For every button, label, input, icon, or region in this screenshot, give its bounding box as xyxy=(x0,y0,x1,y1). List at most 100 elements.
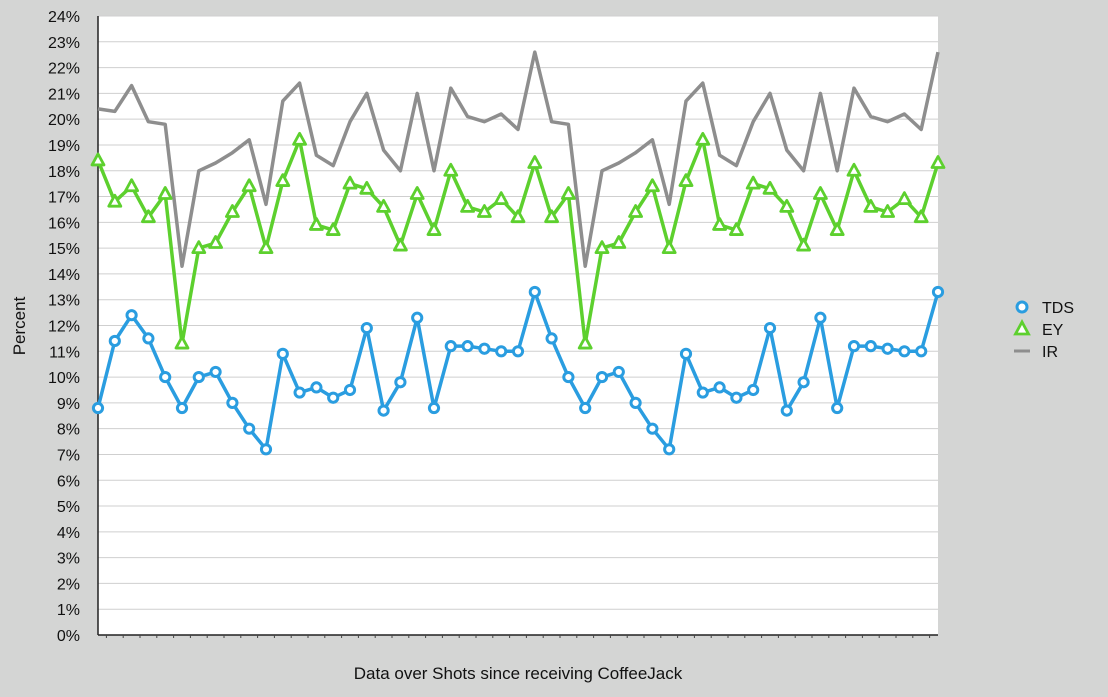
data-point-ey xyxy=(224,204,240,218)
y-tick-labels: 0% 1% 2% 3% 4% 5% 6% 7% 8% 9% 10% 11% 12% 13% 14% 15% 16… xyxy=(48,9,80,645)
data-point-ey xyxy=(880,204,895,218)
data-point-tds xyxy=(562,370,575,384)
data-point-tds xyxy=(310,381,323,394)
data-point-tds xyxy=(780,404,793,417)
data-point-ey xyxy=(191,240,207,255)
data-point-tds xyxy=(192,370,205,384)
legend-icon-tds xyxy=(1015,300,1029,314)
data-point-ey xyxy=(409,186,425,200)
data-point-ey xyxy=(325,222,341,236)
data-point-ey xyxy=(645,178,660,193)
data-point-tds xyxy=(343,383,357,397)
data-point-tds xyxy=(461,340,474,353)
data-point-ey xyxy=(829,222,845,236)
data-point-ey xyxy=(426,222,442,236)
data-point-ey xyxy=(241,178,257,193)
y-tick-label: 2% xyxy=(57,576,80,593)
data-point-ey xyxy=(779,198,795,213)
data-point-tds xyxy=(226,396,239,409)
y-tick-label: 6% xyxy=(57,473,80,490)
data-point-ey xyxy=(628,204,643,218)
data-point-ey xyxy=(90,152,106,167)
data-point-ey xyxy=(846,162,862,177)
y-tick-label: 0% xyxy=(57,628,80,645)
data-point-ey xyxy=(527,155,543,169)
data-point-tds xyxy=(411,311,424,324)
x-axis-title: Data over Shots since receiving CoffeeJa… xyxy=(354,664,683,683)
legend-icon-ey xyxy=(1013,319,1031,336)
y-tick-label: 14% xyxy=(48,267,80,284)
data-point-tds xyxy=(243,422,256,435)
data-point-ey xyxy=(157,186,173,200)
data-point-ey xyxy=(594,240,610,255)
data-point-ey xyxy=(729,222,744,236)
y-tick-label: 4% xyxy=(57,525,80,542)
data-point-tds xyxy=(209,365,222,379)
y-tick-label: 8% xyxy=(57,422,80,439)
data-point-ey xyxy=(392,237,408,252)
data-point-ey xyxy=(913,209,929,224)
y-tick-label: 23% xyxy=(48,35,80,52)
data-point-ey xyxy=(140,209,156,224)
y-tick-label: 20% xyxy=(48,112,80,129)
data-point-tds xyxy=(142,332,155,345)
data-point-ey xyxy=(124,178,140,193)
series-line-ir xyxy=(97,50,940,268)
data-point-tds xyxy=(814,311,827,324)
data-point-ey xyxy=(745,175,761,190)
data-point-tds xyxy=(511,345,525,358)
data-point-tds xyxy=(91,401,105,415)
y-tick-label: 9% xyxy=(57,396,80,413)
data-point-ey xyxy=(460,198,476,213)
data-point-ey xyxy=(308,217,324,231)
data-point-tds xyxy=(679,347,693,360)
data-point-ey xyxy=(275,173,291,187)
y-tick-label: 24% xyxy=(48,9,80,26)
data-point-tds xyxy=(293,386,306,399)
data-point-ey xyxy=(678,173,694,187)
data-point-tds xyxy=(931,285,945,299)
data-point-tds xyxy=(478,342,491,355)
data-point-ey xyxy=(577,335,593,350)
legend: TDS EY IR xyxy=(1013,300,1074,361)
data-point-ey xyxy=(510,209,526,224)
data-point-tds xyxy=(915,345,928,358)
data-point-ey xyxy=(695,131,711,146)
data-point-ey xyxy=(376,198,392,213)
data-point-ey xyxy=(611,235,627,249)
legend-label-ir: IR xyxy=(1042,344,1058,361)
data-point-ey xyxy=(712,217,727,231)
data-point-tds xyxy=(864,340,877,353)
data-point-tds xyxy=(108,334,121,348)
series-markers xyxy=(90,131,946,456)
data-point-tds xyxy=(898,345,911,358)
data-point-tds xyxy=(747,383,760,397)
data-point-ey xyxy=(897,191,912,206)
data-point-tds xyxy=(276,347,289,360)
y-tick-label: 5% xyxy=(57,499,80,516)
y-tick-label: 12% xyxy=(48,319,80,336)
data-point-ey xyxy=(762,180,778,195)
data-point-ey xyxy=(258,240,274,255)
data-point-ey xyxy=(863,198,879,213)
data-point-tds xyxy=(327,391,340,404)
data-point-ey xyxy=(107,193,123,208)
data-point-ey xyxy=(561,186,576,200)
data-point-ey xyxy=(493,191,509,206)
data-point-tds xyxy=(175,401,189,415)
data-point-tds xyxy=(427,401,441,415)
data-point-ey xyxy=(930,155,946,169)
data-point-tds xyxy=(646,422,659,435)
data-point-tds xyxy=(545,332,558,345)
data-point-tds xyxy=(595,370,609,384)
y-tick-label: 11% xyxy=(49,344,80,361)
data-point-ey xyxy=(342,175,358,190)
y-tick-label: 17% xyxy=(48,190,80,207)
data-point-tds xyxy=(797,376,810,389)
data-point-tds xyxy=(763,321,777,335)
data-point-ey xyxy=(796,237,811,252)
data-point-ey xyxy=(813,186,828,200)
data-point-tds xyxy=(394,376,407,389)
